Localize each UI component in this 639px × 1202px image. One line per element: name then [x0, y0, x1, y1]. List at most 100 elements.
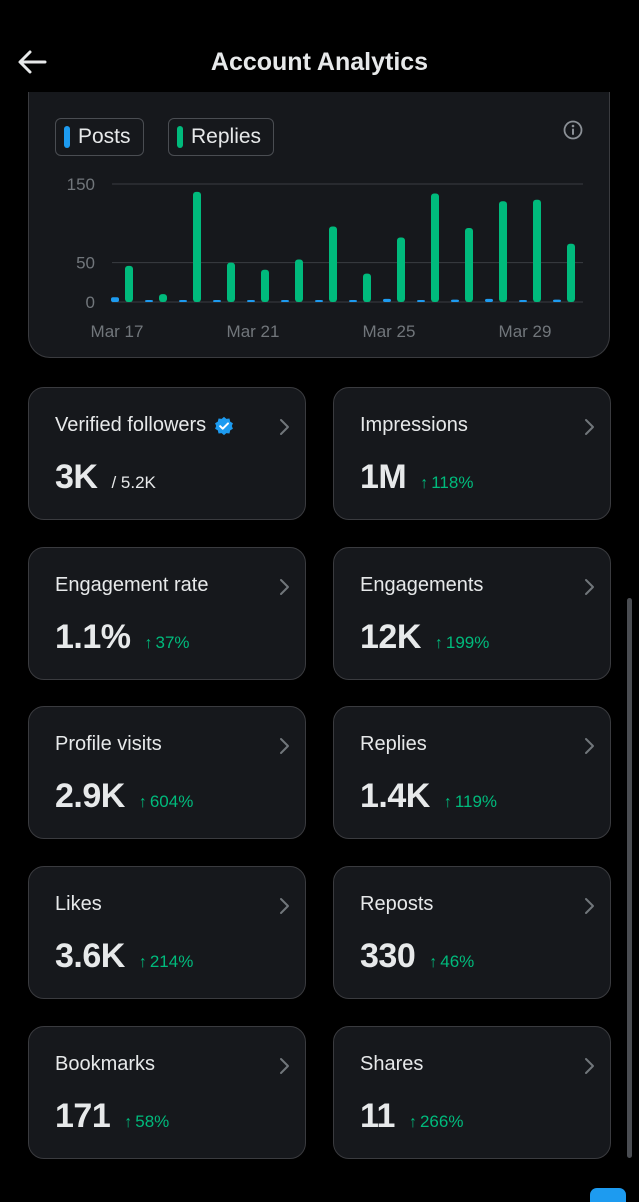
stat-value-row: 171 ↑ 58% — [55, 1097, 169, 1136]
stat-value-row: 1.4K ↑ 119% — [360, 777, 497, 816]
stat-value: 3K — [55, 458, 98, 496]
stat-change-percent: 199% — [445, 633, 490, 652]
stat-label: Replies — [360, 733, 427, 755]
replies-bar[interactable] — [329, 226, 337, 302]
stat-value: 1.4K — [360, 777, 430, 815]
chevron-right-icon — [585, 1058, 594, 1074]
stat-card-reposts[interactable]: Reposts 330 ↑ 46% — [333, 866, 611, 999]
arrow-up-icon: ↑ — [443, 794, 452, 811]
stat-card-engagements[interactable]: Engagements 12K ↑ 199% — [333, 547, 611, 680]
posts-bar[interactable] — [417, 300, 425, 302]
posts-bar[interactable] — [111, 297, 119, 302]
stat-card-engagement-rate[interactable]: Engagement rate 1.1% ↑ 37% — [28, 547, 306, 680]
replies-bar[interactable] — [465, 228, 473, 302]
chevron-right-icon — [280, 419, 289, 435]
floating-button-edge[interactable] — [590, 1188, 626, 1202]
stat-value-row: 1.1% ↑ 37% — [55, 618, 190, 657]
posts-bar[interactable] — [213, 300, 221, 302]
back-button[interactable] — [14, 44, 50, 80]
replies-bar[interactable] — [533, 199, 541, 302]
posts-bar[interactable] — [179, 300, 187, 302]
stat-label-container: Verified followers — [55, 414, 234, 437]
posts-bar[interactable] — [281, 300, 289, 302]
legend-posts[interactable]: Posts — [55, 118, 144, 156]
activity-chart-card: Posts Replies 0 50 150 Mar 17 Mar 21 Mar 25 Ma… — [28, 92, 610, 358]
stat-card-likes[interactable]: Likes 3.6K ↑ 214% — [28, 866, 306, 999]
stat-label: Profile visits — [55, 733, 162, 755]
stat-label-container: Impressions — [360, 414, 468, 437]
stat-card-bookmarks[interactable]: Bookmarks 171 ↑ 58% — [28, 1026, 306, 1159]
stat-label-container: Engagements — [360, 574, 483, 597]
chevron-right-icon — [280, 898, 289, 914]
stat-card-replies[interactable]: Replies 1.4K ↑ 119% — [333, 706, 611, 839]
stat-change: ↑ 118% — [420, 473, 473, 493]
posts-bar[interactable] — [553, 299, 561, 302]
arrow-up-icon: ↑ — [408, 1114, 417, 1131]
stat-card-profile-visits[interactable]: Profile visits 2.9K ↑ 604% — [28, 706, 306, 839]
replies-bar[interactable] — [567, 243, 575, 302]
stat-change-percent: 119% — [454, 792, 498, 811]
replies-bar[interactable] — [227, 262, 235, 302]
x-tick-label: Mar 21 — [227, 322, 280, 341]
replies-bar[interactable] — [499, 201, 507, 302]
arrow-up-icon: ↑ — [138, 954, 147, 971]
posts-bar[interactable] — [519, 300, 527, 302]
posts-bar[interactable] — [485, 298, 493, 302]
stat-change: ↑ 37% — [145, 633, 190, 653]
arrow-left-icon — [18, 50, 47, 74]
chevron-right-icon — [585, 419, 594, 435]
stat-change: ↑ 266% — [409, 1112, 463, 1132]
stat-change: ↑ 119% — [444, 792, 497, 812]
stat-label-container: Bookmarks — [55, 1053, 155, 1076]
replies-bar[interactable] — [397, 237, 405, 302]
stat-change: ↑ 199% — [435, 633, 489, 653]
posts-bar[interactable] — [451, 299, 459, 302]
arrow-up-icon: ↑ — [138, 794, 147, 811]
stat-label: Verified followers — [55, 414, 207, 436]
stat-value-row: 11 ↑ 266% — [360, 1097, 463, 1136]
replies-bar[interactable] — [431, 193, 439, 302]
replies-swatch — [177, 126, 183, 148]
posts-bar[interactable] — [315, 300, 323, 302]
replies-bar[interactable] — [363, 273, 371, 302]
stat-value-row: 1M ↑ 118% — [360, 458, 473, 497]
stat-card-shares[interactable]: Shares 11 ↑ 266% — [333, 1026, 611, 1159]
stat-label-container: Engagement rate — [55, 574, 208, 597]
posts-bar[interactable] — [383, 298, 391, 302]
stat-change-percent: 214% — [149, 952, 194, 971]
posts-bar[interactable] — [145, 300, 153, 302]
stat-label-container: Likes — [55, 893, 102, 916]
y-tick-label: 0 — [86, 293, 95, 312]
scrollbar[interactable] — [627, 598, 632, 1158]
stat-change-percent: 37% — [155, 633, 190, 652]
stat-value: 1.1% — [55, 618, 131, 656]
chevron-right-icon — [585, 579, 594, 595]
replies-bar[interactable] — [261, 269, 269, 302]
legend-replies[interactable]: Replies — [168, 118, 275, 156]
stat-label-container: Profile visits — [55, 733, 162, 756]
replies-bar[interactable] — [159, 294, 167, 302]
stat-value: 330 — [360, 937, 416, 975]
legend-replies-label: Replies — [191, 125, 262, 148]
verified-badge-icon — [215, 416, 234, 435]
replies-bar[interactable] — [193, 191, 201, 302]
stat-change-percent: 604% — [149, 792, 194, 811]
bar-chart: 0 50 150 Mar 17 Mar 21 Mar 25 Mar 29 — [67, 175, 583, 341]
info-icon[interactable] — [563, 120, 583, 140]
chevron-right-icon — [585, 738, 594, 754]
posts-bar[interactable] — [247, 300, 255, 302]
legend-posts-label: Posts — [78, 125, 131, 148]
stat-change-percent: 58% — [135, 1112, 170, 1131]
replies-bar[interactable] — [125, 265, 133, 302]
posts-bar[interactable] — [349, 300, 357, 302]
stat-value-row: 3.6K ↑ 214% — [55, 937, 193, 976]
replies-bar[interactable] — [295, 259, 303, 302]
y-tick-label: 50 — [76, 254, 95, 273]
x-tick-label: Mar 17 — [91, 322, 144, 341]
stat-card-verified-followers[interactable]: Verified followers 3K / 5.2K — [28, 387, 306, 520]
stat-label-container: Reposts — [360, 893, 433, 916]
stat-card-impressions[interactable]: Impressions 1M ↑ 118% — [333, 387, 611, 520]
stat-label-container: Replies — [360, 733, 427, 756]
x-tick-label: Mar 29 — [499, 322, 552, 341]
chevron-right-icon — [585, 898, 594, 914]
